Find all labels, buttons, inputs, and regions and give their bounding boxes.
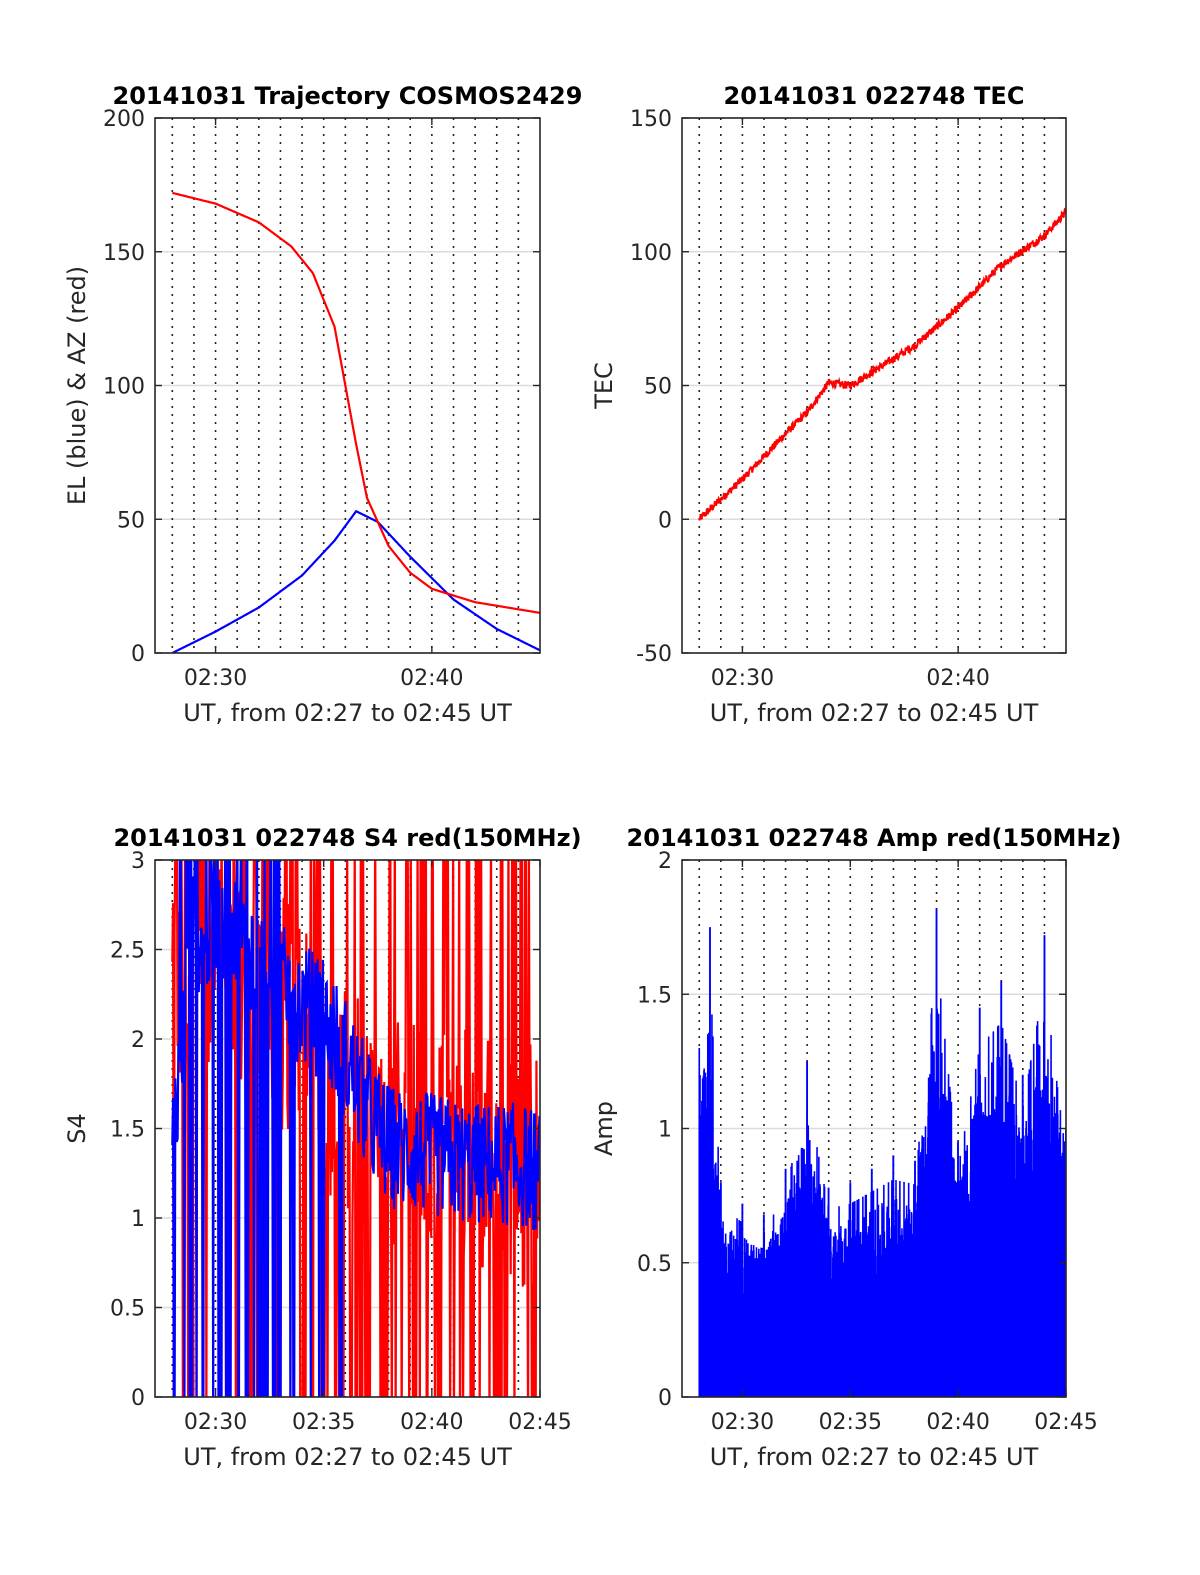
y-tick-label: 50 bbox=[117, 508, 145, 533]
y-axis-label: TEC bbox=[590, 362, 618, 410]
y-tick-label: 3 bbox=[131, 849, 145, 874]
y-tick-label: 150 bbox=[630, 107, 672, 132]
panel-3: 0 0.5 1 1.5 2 2.5 3 02:30 02:35 02:40 02:45 2014103… bbox=[63, 824, 582, 1471]
y-axis-label: Amp bbox=[590, 1101, 618, 1156]
y-tick-label: 2.5 bbox=[110, 939, 145, 964]
x-tick-label: 02:45 bbox=[508, 1410, 571, 1435]
y-axis-label: S4 bbox=[63, 1113, 91, 1144]
x-tick-label: 02:40 bbox=[926, 666, 989, 691]
panel-1: 0 50 100 150 200 02:30 02:40 20141031 Trajector… bbox=[63, 82, 582, 727]
x-axis-label: UT, from 02:27 to 02:45 UT bbox=[183, 1443, 512, 1471]
x-axis-label: UT, from 02:27 to 02:45 UT bbox=[710, 699, 1039, 727]
series-elevation bbox=[171, 509, 540, 653]
y-tick-label: 0 bbox=[131, 1386, 145, 1411]
x-tick-label: 02:40 bbox=[926, 1410, 989, 1435]
y-tick-label: 2 bbox=[658, 849, 672, 874]
plot-area bbox=[171, 191, 540, 653]
y-tick-label: -50 bbox=[636, 642, 672, 667]
y-tick-label: 1.5 bbox=[637, 983, 672, 1008]
x-tick-label: 02:35 bbox=[819, 1410, 882, 1435]
panel-2: -50 0 50 100 150 02:30 02:40 20141031 022748 TE… bbox=[590, 82, 1067, 727]
x-tick-label: 02:30 bbox=[184, 1410, 247, 1435]
y-tick-label: 50 bbox=[644, 375, 672, 400]
y-tick-label: 100 bbox=[630, 241, 672, 266]
y-tick-label: 1 bbox=[658, 1118, 672, 1143]
x-tick-label: 02:30 bbox=[711, 1410, 774, 1435]
x-tick-label: 02:35 bbox=[292, 1410, 355, 1435]
panel-4: 0 0.5 1 1.5 2 02:30 02:35 02:40 02:45 20141031 02… bbox=[590, 824, 1121, 1471]
y-tick-label: 0 bbox=[658, 508, 672, 533]
x-tick-label: 02:40 bbox=[400, 1410, 463, 1435]
chart-title: 20141031 Trajectory COSMOS2429 bbox=[113, 82, 583, 110]
chart-title: 20141031 022748 S4 red(150MHz) bbox=[113, 824, 581, 852]
x-tick-label: 02:45 bbox=[1034, 1410, 1097, 1435]
x-tick-label: 02:30 bbox=[184, 666, 247, 691]
plot-area bbox=[171, 860, 540, 1397]
y-tick-label: 200 bbox=[103, 107, 145, 132]
x-axis-label: UT, from 02:27 to 02:45 UT bbox=[183, 699, 512, 727]
y-tick-label: 2 bbox=[131, 1028, 145, 1053]
plot-area bbox=[698, 207, 1066, 521]
x-tick-label: 02:40 bbox=[400, 666, 463, 691]
y-tick-label: 0.5 bbox=[637, 1252, 672, 1277]
x-axis-label: UT, from 02:27 to 02:45 UT bbox=[710, 1443, 1039, 1471]
series-amp bbox=[698, 908, 1066, 1397]
series-azimuth bbox=[172, 191, 540, 614]
y-tick-label: 0 bbox=[131, 642, 145, 667]
series-s4-blue bbox=[171, 860, 540, 1397]
y-tick-label: 0 bbox=[658, 1386, 672, 1411]
y-tick-label: 150 bbox=[103, 241, 145, 266]
chart-title: 20141031 022748 Amp red(150MHz) bbox=[627, 824, 1122, 852]
series-s4-red bbox=[171, 860, 540, 1397]
x-tick-label: 02:30 bbox=[711, 666, 774, 691]
chart-title: 20141031 022748 TEC bbox=[724, 82, 1025, 110]
y-tick-label: 1 bbox=[131, 1207, 145, 1232]
y-axis-label: EL (blue) & AZ (red) bbox=[63, 266, 91, 505]
plot-area bbox=[698, 908, 1066, 1397]
y-tick-label: 0.5 bbox=[110, 1297, 145, 1322]
y-tick-label: 100 bbox=[103, 375, 145, 400]
y-tick-label: 1.5 bbox=[110, 1118, 145, 1143]
series-tec bbox=[698, 207, 1066, 521]
